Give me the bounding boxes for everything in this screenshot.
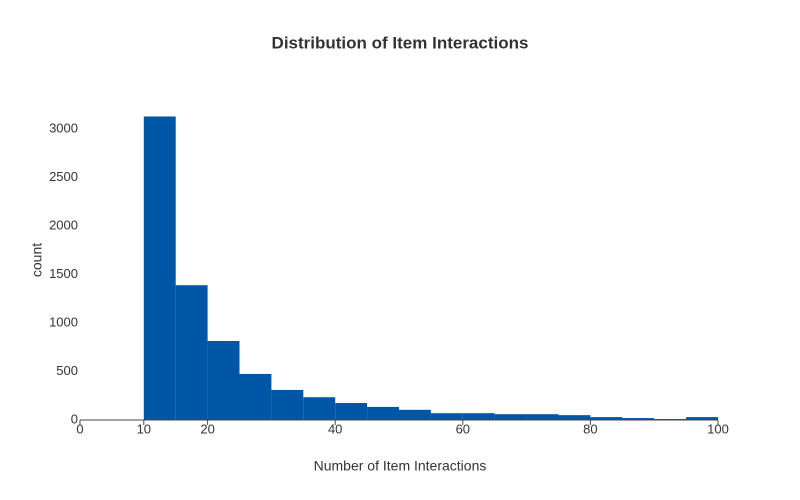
y-tick-label: 500 — [56, 363, 78, 378]
x-tick-label: 100 — [707, 421, 729, 436]
x-tick-label: 0 — [76, 421, 83, 436]
chart-title: Distribution of Item Interactions — [272, 33, 529, 52]
bar — [590, 417, 623, 420]
x-tick-label: 80 — [583, 421, 597, 436]
bar — [558, 415, 591, 420]
bar — [335, 403, 368, 420]
bar — [175, 285, 208, 420]
bar — [494, 414, 527, 420]
y-tick-label: 3000 — [49, 121, 78, 136]
y-axis-label: count — [29, 243, 45, 277]
y-tick-label: 1500 — [49, 266, 78, 281]
bar — [143, 116, 176, 420]
bar — [271, 389, 304, 420]
bar — [462, 413, 495, 420]
bar — [239, 373, 272, 420]
x-tick-label: 20 — [200, 421, 214, 436]
bar — [303, 397, 336, 420]
y-tick-label: 1000 — [49, 314, 78, 329]
y-tick-label: 2000 — [49, 217, 78, 232]
bar — [686, 417, 718, 420]
y-tick-label: 0 — [71, 411, 78, 426]
bar — [367, 406, 399, 420]
bar — [526, 414, 559, 420]
x-tick-label: 40 — [328, 421, 342, 436]
x-tick-label: 10 — [137, 421, 151, 436]
bar — [622, 418, 655, 420]
x-tick-label: 60 — [456, 421, 470, 436]
bar — [430, 413, 463, 420]
bar — [399, 409, 431, 420]
bar — [207, 340, 240, 420]
y-tick-label: 2500 — [49, 169, 78, 184]
x-axis-label: Number of Item Interactions — [314, 458, 487, 474]
